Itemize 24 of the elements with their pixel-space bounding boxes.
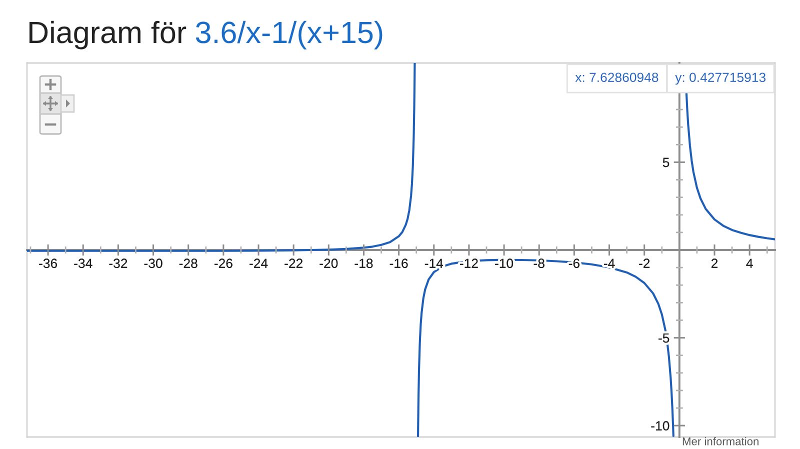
- annotation: y: 0.427715913: [675, 72, 766, 85]
- x-tick-label: -10: [495, 258, 514, 268]
- y-tick-label: 5: [662, 158, 670, 168]
- x-tick-label: 4: [746, 258, 753, 268]
- x-tick-label: -30: [144, 258, 162, 268]
- x-tick-label: -2: [639, 258, 650, 268]
- x-tick-label: -36: [39, 258, 57, 268]
- chart-subtitle: 3.6/x-1/(x+15): [196, 20, 382, 50]
- x-tick-label: -22: [284, 258, 302, 268]
- x-tick-label: 2: [711, 258, 718, 268]
- x-tick-label: -20: [320, 258, 338, 268]
- annotation: x: 7.62860948: [575, 72, 658, 82]
- x-tick-label: -34: [74, 258, 92, 268]
- text: Mer information: [682, 437, 758, 446]
- x-tick-label: -16: [390, 258, 408, 268]
- x-tick-label: -18: [354, 258, 373, 268]
- x-tick-label: -32: [109, 258, 128, 268]
- x-tick-label: -4: [604, 258, 615, 268]
- x-tick-label: -26: [214, 258, 232, 268]
- x-tick-label: -14: [424, 258, 444, 268]
- x-tick-label: -28: [179, 258, 198, 268]
- chart-title: Diagram för: [30, 20, 186, 50]
- x-tick-label: -24: [250, 258, 268, 268]
- y-tick-label: -10: [651, 421, 670, 430]
